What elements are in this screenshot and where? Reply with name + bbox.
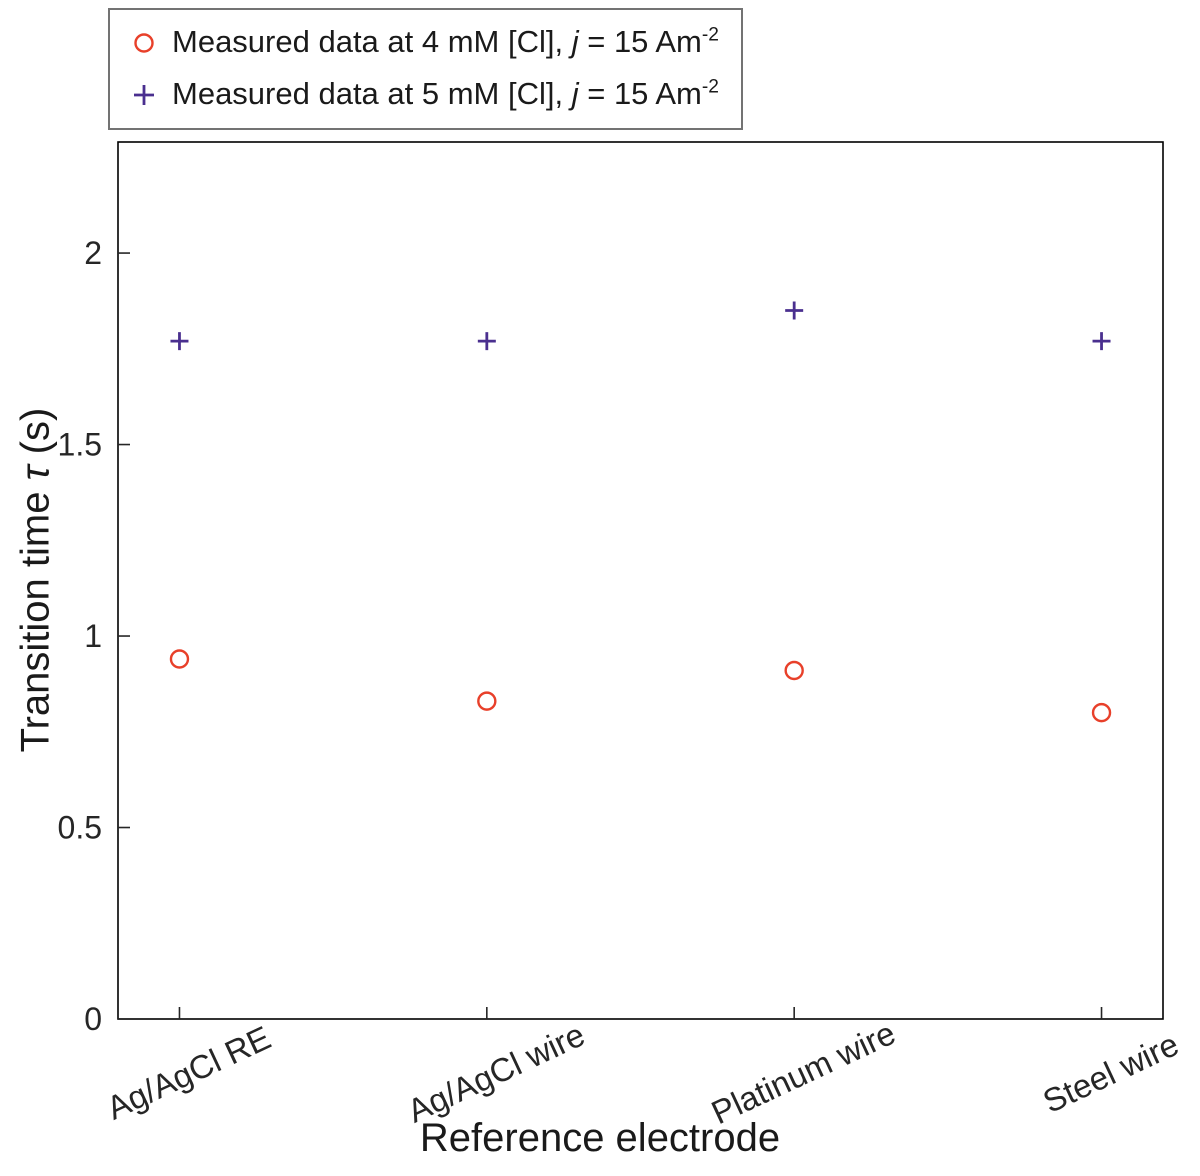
x-tick-label: Ag/AgCl RE: [101, 1019, 276, 1127]
y-tick-label: 0.5: [58, 810, 102, 846]
x-tick-label: Steel wire: [1037, 1025, 1184, 1120]
legend-item-5mm: Measured data at 5 mM [Cl], j = 15 Am-2: [126, 70, 719, 118]
legend-label-5mm-sup: -2: [701, 76, 719, 98]
plot-frame: [117, 141, 1164, 1020]
x-axis-label: Reference electrode: [419, 1116, 781, 1160]
legend-label-5mm-mid: = 15 Am: [578, 76, 702, 111]
x-tick-label: Ag/AgCl wire: [402, 1016, 591, 1130]
y-tick-label: 1.5: [58, 427, 102, 463]
circle-marker-icon: [134, 33, 154, 53]
legend-label-4mm-j: j: [571, 24, 579, 59]
legend-label-5mm-j: j: [571, 76, 579, 111]
y-tick-label: 1: [84, 618, 102, 654]
legend-label-5mm-prefix: Measured data at 5 mM [Cl],: [172, 76, 572, 111]
circle-marker-glyph: [134, 33, 154, 53]
legend-label-5mm: Measured data at 5 mM [Cl], j = 15 Am-2: [172, 76, 719, 112]
legend: Measured data at 4 mM [Cl], j = 15 Am-2 …: [108, 8, 743, 130]
y-axis-label-suffix: (s): [13, 407, 58, 466]
legend-item-4mm: Measured data at 4 mM [Cl], j = 15 Am-2: [126, 18, 719, 66]
legend-label-4mm: Measured data at 4 mM [Cl], j = 15 Am-2: [172, 24, 719, 60]
x-tick-label: Platinum wire: [706, 1014, 901, 1131]
data-point-circle: [477, 691, 497, 711]
data-point-circle: [784, 660, 804, 681]
y-tick-label: 0: [84, 1001, 102, 1037]
legend-label-4mm-prefix: Measured data at 4 mM [Cl],: [172, 24, 572, 59]
data-point-circle: [169, 649, 190, 669]
y-axis-label-tau: τ: [13, 465, 58, 481]
y-axis-label: Transition time τ (s): [14, 408, 59, 753]
data-point-circle: [1091, 702, 1112, 723]
y-tick-label: 2: [84, 235, 102, 271]
legend-label-4mm-sup: -2: [701, 24, 719, 46]
legend-label-4mm-mid: = 15 Am: [578, 24, 702, 59]
plus-marker-icon: [134, 85, 154, 105]
y-axis-label-prefix: Transition time: [13, 480, 58, 753]
